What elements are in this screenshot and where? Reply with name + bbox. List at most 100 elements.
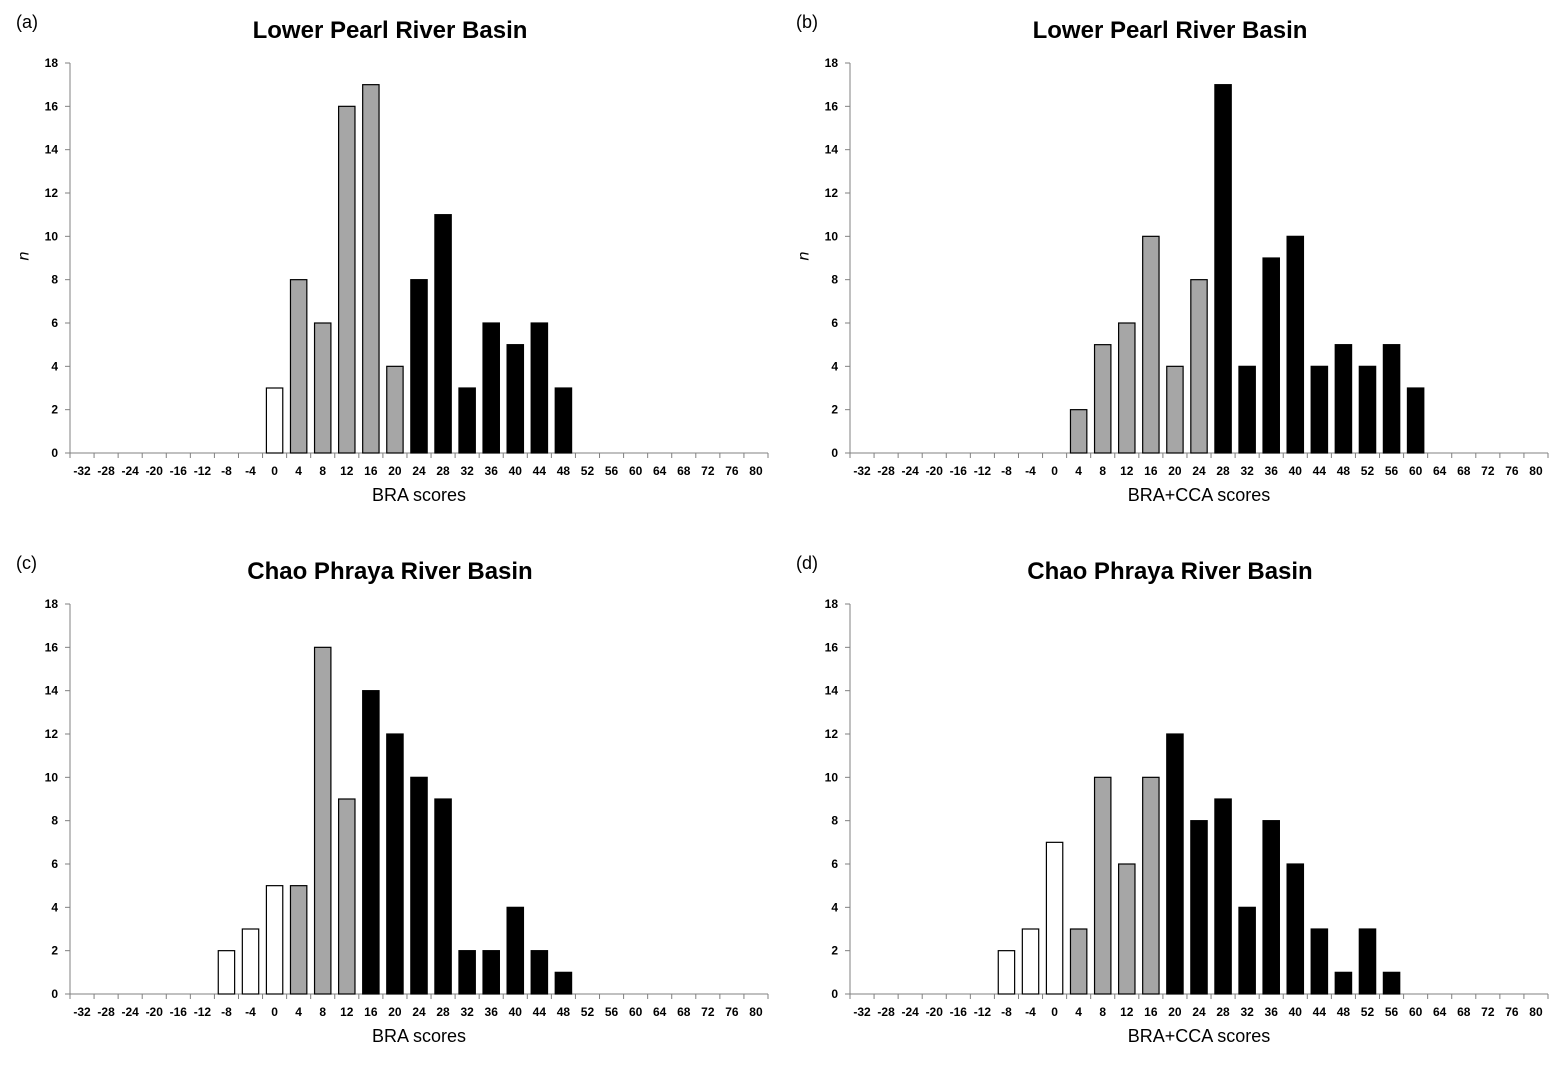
x-tick-label: -24 [902,1005,920,1019]
x-tick-label: -12 [974,1005,992,1019]
x-tick-label: -28 [877,1005,895,1019]
x-tick-label: -20 [926,1005,944,1019]
bar [1286,863,1305,995]
x-tick-label: 44 [1313,464,1327,478]
y-tick-label: 16 [45,640,59,654]
x-axis-label: BRA+CCA scores [1127,485,1271,505]
x-tick-label: 52 [581,464,595,478]
x-tick-label: 8 [319,1005,326,1019]
x-tick-label: 72 [1481,464,1495,478]
x-tick-label: -16 [950,1005,968,1019]
y-tick-label: 6 [831,857,838,871]
x-tick-label: 12 [340,464,354,478]
x-tick-label: 20 [388,1005,402,1019]
bar [997,950,1016,995]
y-tick-label: 8 [831,814,838,828]
panel-label: (c) [16,553,37,573]
x-tick-label: 44 [533,1005,547,1019]
x-tick-label: 20 [1168,464,1182,478]
x-tick-label: -12 [974,464,992,478]
bar [1069,928,1088,995]
y-tick-label: 12 [825,186,839,200]
y-tick-label: 16 [45,99,59,113]
x-tick-label: 32 [460,1005,474,1019]
bar [1406,387,1425,454]
y-tick-label: 8 [51,814,58,828]
x-axis-label: BRA+CCA scores [1127,1026,1271,1046]
x-tick-label: -8 [221,1005,232,1019]
bar [313,646,332,995]
bar [1238,365,1256,454]
x-tick-label: 64 [653,464,667,478]
chart-title: Lower Pearl River Basin [252,17,528,44]
x-tick-label: 40 [509,464,523,478]
x-tick-label: 80 [1529,1005,1543,1019]
bar [458,950,476,995]
x-tick-label: 24 [412,464,426,478]
x-tick-label: 52 [1361,464,1375,478]
bar [1358,928,1377,995]
x-tick-label: 48 [1337,1005,1351,1019]
x-tick-label: 20 [388,464,402,478]
x-tick-label: 36 [485,1005,499,1019]
bar [1190,279,1208,454]
bar [410,279,428,454]
bar [1382,971,1401,995]
y-tick-label: 16 [825,640,839,654]
y-tick-label: 14 [45,684,59,698]
bar [386,365,404,454]
x-tick-label: -8 [221,464,232,478]
x-tick-label: -32 [73,1005,91,1019]
x-tick-label: 76 [725,1005,739,1019]
bar [386,733,404,995]
x-tick-label: -12 [194,1005,212,1019]
bar [554,387,573,454]
bar [362,690,380,995]
bar [1142,235,1160,454]
bar [1262,820,1280,995]
x-tick-label: -28 [877,464,895,478]
x-tick-label: 4 [1075,1005,1082,1019]
bar [1238,906,1256,995]
y-tick-label: 8 [51,273,58,287]
x-tick-label: -24 [122,464,140,478]
panel-a: (a) Lower Pearl River Basin n BRA scores… [0,0,780,530]
y-tick-label: 18 [45,56,59,70]
x-tick-label: 36 [1265,1005,1279,1019]
y-tick-label: 12 [825,727,839,741]
y-tick-label: 6 [51,316,58,330]
bar [1045,841,1064,995]
bar [338,105,356,454]
x-tick-label: 60 [629,1005,643,1019]
x-tick-label: 24 [412,1005,426,1019]
x-tick-label: 28 [436,1005,450,1019]
x-tick-label: 44 [533,464,547,478]
x-tick-label: 16 [1144,1005,1158,1019]
bar [289,279,308,454]
y-tick-label: 2 [51,403,58,417]
x-tick-label: 40 [509,1005,523,1019]
y-tick-label: 2 [51,944,58,958]
x-tick-label: 12 [1120,1005,1134,1019]
bar [1214,798,1232,995]
y-tick-label: 16 [825,99,839,113]
chart-title: Lower Pearl River Basin [1032,17,1308,44]
y-tick-label: 8 [831,273,838,287]
y-tick-label: 4 [831,900,838,914]
y-tick-label: 18 [825,597,839,611]
y-tick-label: 0 [51,446,58,460]
bar [217,950,236,995]
x-tick-label: 76 [725,464,739,478]
x-tick-label: 40 [1289,464,1303,478]
bar [241,928,260,995]
x-tick-label: -8 [1001,464,1012,478]
bar [313,322,332,454]
x-tick-label: 4 [295,464,302,478]
bar [1093,776,1112,995]
x-tick-label: -20 [926,464,944,478]
bar [1118,863,1136,995]
bar [530,950,549,995]
y-tick-label: 6 [831,316,838,330]
x-tick-label: 48 [557,464,571,478]
